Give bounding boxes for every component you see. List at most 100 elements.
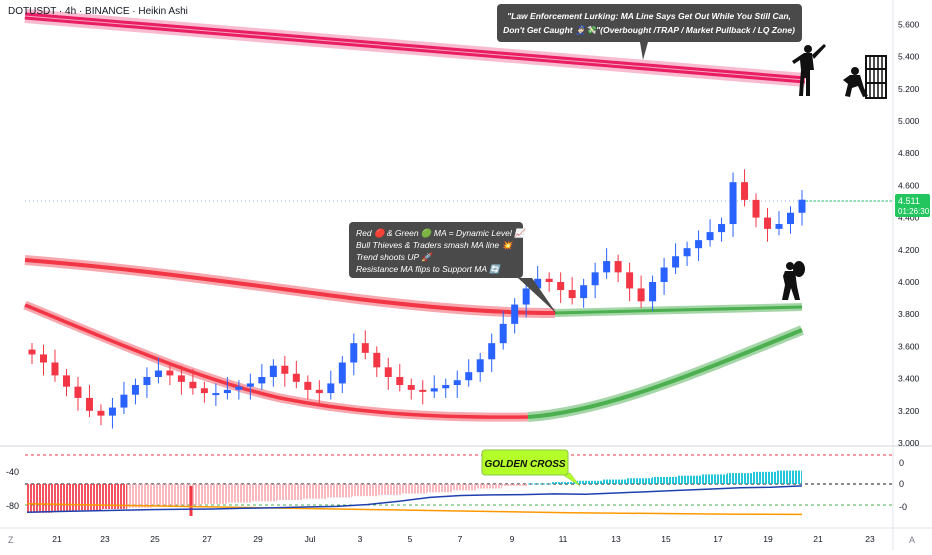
osc-right-label-1: 0 [899, 458, 904, 468]
candle-body [419, 389, 427, 392]
mid-callout-line1: Red 🔴 & Green 🟢 MA = Dynamic Level 📈 [356, 228, 527, 238]
candle-body [246, 383, 254, 387]
candle-body [718, 224, 726, 233]
candle-body [396, 376, 404, 386]
candle-body [166, 370, 174, 376]
osc-hist-bar [727, 473, 752, 484]
police-silhouette-icon [792, 44, 826, 96]
mid-callout-line3: Trend shoots UP 🚀 [356, 252, 434, 262]
candle-body [764, 217, 772, 229]
last-price-value: 4.511 [898, 196, 920, 206]
lower-ma-line [23, 300, 804, 422]
thief-cage-silhouette-icon [843, 55, 887, 99]
candle-body [476, 359, 484, 373]
candle-body [189, 381, 197, 389]
osc-hist-bar [352, 484, 377, 497]
auto-scale-button[interactable]: A [909, 535, 915, 545]
price-axis-label: 3.000 [898, 438, 920, 448]
oscillator-pane [25, 454, 893, 516]
golden-cross-label: GOLDEN CROSS [484, 459, 565, 470]
price-axis-label: 5.200 [898, 84, 920, 94]
osc-hist-bar [527, 483, 552, 485]
candle-body [74, 386, 82, 398]
osc-hist-bar [227, 484, 252, 503]
candle-body [752, 199, 760, 218]
osc-hist-bar [277, 484, 302, 500]
candle-body [511, 304, 519, 324]
candle-body [85, 397, 93, 411]
osc-hist-bar [27, 484, 52, 513]
candle-body [258, 376, 266, 384]
candle-body [775, 224, 783, 229]
osc-hist-bar [302, 484, 327, 499]
time-axis-label: 21 [813, 534, 823, 544]
candle-body [154, 370, 162, 377]
candle-body [488, 343, 496, 360]
price-axis-label: 4.800 [898, 148, 920, 158]
candle-body [603, 261, 611, 273]
candle-body [683, 248, 691, 257]
osc-hist-bar [252, 484, 277, 502]
osc-hist-bar [577, 480, 602, 484]
candle-body [568, 290, 576, 299]
candle-body [235, 386, 243, 390]
candle-body [39, 354, 47, 363]
time-axis-label: 27 [202, 534, 212, 544]
candle-body [729, 182, 737, 225]
candle-body [798, 199, 806, 213]
candle-body [545, 278, 553, 282]
osc-right-label-3: -0 [899, 502, 907, 512]
candle-body [373, 352, 381, 368]
candle-body [672, 256, 680, 268]
osc-hist-bar [702, 474, 727, 484]
osc-hist-bar [377, 484, 402, 495]
osc-hist-bar [402, 484, 427, 494]
candle-body [304, 381, 312, 390]
time-axis-label: 25 [150, 534, 160, 544]
bag-thief-silhouette-icon [782, 261, 805, 300]
trap-zone-callout: "Law Enforcement Lurking: MA Line Says G… [497, 4, 802, 60]
time-axis-label: 23 [100, 534, 110, 544]
osc-hist-bar [452, 484, 477, 491]
price-axis-label: 3.600 [898, 341, 920, 351]
candle-body [292, 373, 300, 382]
candle-body [384, 367, 392, 377]
time-axis-label: 19 [763, 534, 773, 544]
candle-body [62, 375, 70, 387]
candle-body [534, 278, 542, 289]
candle-body [51, 362, 59, 376]
red-ma-line [24, 255, 556, 318]
osc-hist-bar [427, 484, 452, 493]
candle-body [28, 349, 36, 355]
green-support-ma-line [554, 303, 803, 317]
top-ma-line [24, 9, 806, 87]
candle-body [97, 410, 105, 416]
last-price-badge: 4.511 01:26:30 [895, 194, 930, 217]
price-axis-label: 4.400 [898, 213, 920, 223]
candle-body [660, 267, 668, 282]
osc-hist-bar [502, 484, 527, 486]
osc-hist-bar [677, 475, 702, 484]
price-axis-label: 5.600 [898, 19, 920, 29]
price-axis-label: 5.400 [898, 52, 920, 62]
chart-title[interactable]: DOTUSDT · 4h · BINANCE · Heikin Ashi [8, 6, 188, 17]
candle-body [453, 380, 461, 386]
osc-hist-bar [52, 484, 77, 512]
price-axis-label: 4.600 [898, 180, 920, 190]
time-axis-label: 17 [713, 534, 723, 544]
candle-body [499, 323, 507, 344]
osc-left-label-2: -80 [6, 501, 19, 511]
osc-hist-bar [777, 470, 802, 484]
candle-body [580, 285, 588, 299]
candle-body [614, 261, 622, 273]
price-axis-label: 3.200 [898, 406, 920, 416]
candle-body [131, 385, 139, 395]
candle-body [200, 388, 208, 394]
candle-body [442, 385, 450, 389]
osc-hist-bar [752, 471, 777, 484]
osc-left-label-1: -40 [6, 467, 19, 477]
timezone-button[interactable]: Z [8, 535, 14, 545]
time-axis-label: 13 [611, 534, 621, 544]
